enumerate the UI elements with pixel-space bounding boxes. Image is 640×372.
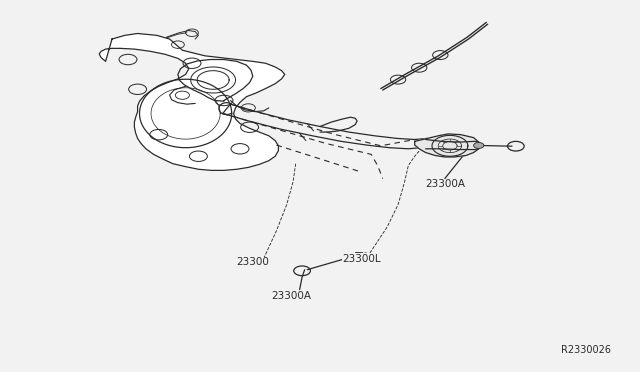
Text: 23300L: 23300L (342, 254, 381, 263)
Polygon shape (415, 134, 479, 157)
Circle shape (474, 142, 484, 148)
Text: 23300A: 23300A (425, 179, 465, 189)
Text: 23300: 23300 (236, 257, 269, 267)
FancyBboxPatch shape (355, 252, 362, 257)
Text: 23300A: 23300A (271, 291, 311, 301)
Text: R2330026: R2330026 (561, 345, 611, 355)
Polygon shape (99, 33, 285, 170)
